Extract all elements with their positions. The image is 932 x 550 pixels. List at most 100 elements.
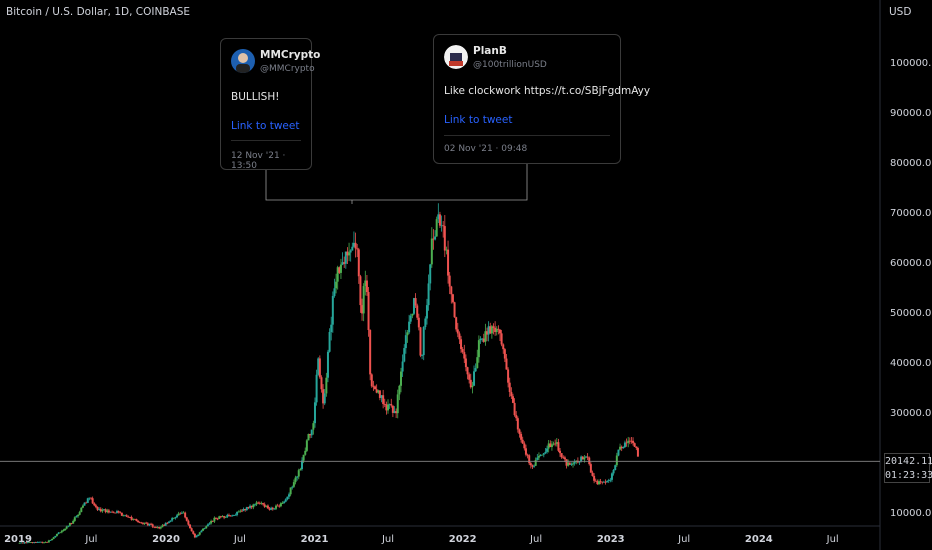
candle-body xyxy=(99,508,102,512)
candle-body xyxy=(159,527,162,529)
candle-body xyxy=(515,415,518,419)
candle-body xyxy=(255,502,258,505)
candle-body xyxy=(417,317,420,328)
candle-body xyxy=(302,454,305,461)
candle-body xyxy=(539,454,542,457)
candle-body xyxy=(93,503,96,506)
price-axis-tick-label: 100000.00 xyxy=(890,58,932,69)
tweet-divider xyxy=(231,140,301,141)
candle-body xyxy=(419,327,422,356)
candle-body xyxy=(176,515,179,518)
candle-body xyxy=(294,477,297,483)
candle-body xyxy=(132,518,135,520)
candle-body xyxy=(544,451,547,454)
candle-body xyxy=(317,358,320,375)
candle-body xyxy=(85,502,88,504)
time-axis-tick-label: 2022 xyxy=(449,534,477,545)
time-axis-tick-label: Jul xyxy=(233,534,246,545)
candle-body xyxy=(432,238,435,240)
candle-body xyxy=(447,249,450,276)
candle-body xyxy=(438,214,441,226)
time-axis-tick-label: 2024 xyxy=(745,534,773,545)
candle-body xyxy=(208,523,211,525)
candle-body xyxy=(557,442,560,451)
candle-body xyxy=(365,280,368,293)
last-price-value: 20142.11 xyxy=(885,456,932,467)
candle-body xyxy=(422,327,425,356)
candle-body xyxy=(492,326,495,328)
candle-body xyxy=(520,433,523,440)
candle-body xyxy=(570,464,573,465)
candle-body xyxy=(138,522,141,524)
candle-body xyxy=(602,481,605,483)
candle-body xyxy=(630,440,633,442)
candle-body xyxy=(281,502,284,504)
candle-body xyxy=(593,475,596,481)
candle-body xyxy=(364,280,367,287)
candle-body xyxy=(83,502,86,506)
candle-body xyxy=(437,214,440,220)
candle-body xyxy=(339,264,342,273)
tweet-card-planb[interactable]: PlanB @100trillionUSD Like clockwork htt… xyxy=(433,34,650,164)
candle-body xyxy=(78,512,81,515)
candle-body xyxy=(41,541,44,543)
candle-body xyxy=(286,496,289,500)
candle-body xyxy=(320,377,323,390)
candle-body xyxy=(521,439,524,444)
candle-body xyxy=(361,305,364,314)
candle-body xyxy=(395,411,398,414)
time-axis[interactable]: 2019 Jul 2020 Jul 2021 Jul 2022 Jul 2023 Jul 2024 J… xyxy=(4,534,839,545)
candle-body xyxy=(412,298,415,314)
tweet-link[interactable]: Link to tweet xyxy=(231,120,300,132)
time-axis-tick-label: Jul xyxy=(84,534,97,545)
candle-body xyxy=(568,462,571,465)
candle-body xyxy=(333,288,336,296)
candle-body xyxy=(455,317,458,330)
candle-body xyxy=(536,457,539,460)
candle-body xyxy=(370,374,373,387)
price-axis[interactable]: 10000.0020000.0030000.0040000.0050000.00… xyxy=(890,58,932,519)
candle-body xyxy=(130,517,133,520)
candle-body xyxy=(482,338,485,342)
candle-body xyxy=(399,371,402,386)
candle-body xyxy=(445,249,448,251)
candle-body xyxy=(572,463,575,465)
candle-body xyxy=(466,367,469,375)
candle-body xyxy=(401,361,404,372)
candle-body xyxy=(495,328,498,332)
candle-body xyxy=(163,525,166,527)
candle-body xyxy=(279,503,282,507)
candle-body xyxy=(349,250,352,253)
candle-body xyxy=(213,517,216,522)
tweet-card-mmcrypto[interactable]: MMCrypto @MMCrypto BULLISH! Link to twee… xyxy=(220,38,320,171)
candle-body xyxy=(464,358,467,368)
candle-body xyxy=(529,463,532,466)
candle-body xyxy=(597,481,600,485)
candle-body xyxy=(486,331,489,335)
time-axis-tick-label: 2019 xyxy=(4,534,32,545)
time-axis-tick-label: Jul xyxy=(529,534,542,545)
tweet-author-handle: @100trillionUSD xyxy=(473,60,547,70)
candle-body xyxy=(580,456,583,462)
candle-body xyxy=(503,349,506,359)
candle-body xyxy=(372,386,375,388)
candle-body xyxy=(203,528,206,530)
candle-body xyxy=(112,512,115,514)
candle-body xyxy=(172,518,175,519)
candle-body xyxy=(315,374,318,403)
candle-body xyxy=(104,509,107,513)
candle-body xyxy=(187,520,190,525)
candle-body xyxy=(607,480,610,482)
candle-body xyxy=(537,456,540,458)
candle-body xyxy=(249,505,252,508)
candle-body xyxy=(471,385,474,388)
candle-body xyxy=(189,524,192,529)
candle-body xyxy=(518,429,521,434)
candle-body xyxy=(310,429,313,436)
tweet-link[interactable]: Link to tweet xyxy=(444,114,513,126)
price-axis-tick-label: 10000.00 xyxy=(890,508,932,519)
candle-body xyxy=(234,514,237,516)
tweet-divider xyxy=(444,135,610,136)
candle-body xyxy=(117,511,120,513)
